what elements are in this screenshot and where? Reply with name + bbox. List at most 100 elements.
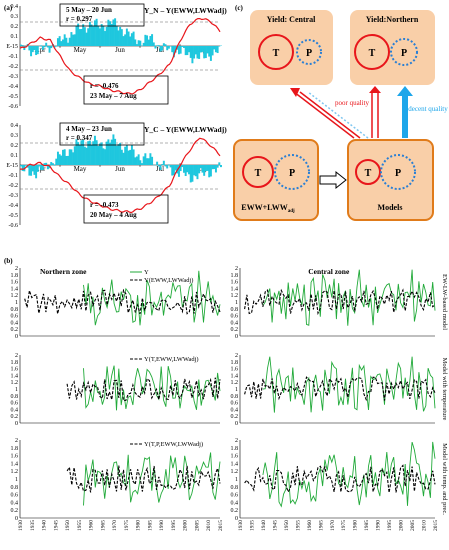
area-bar — [40, 165, 43, 171]
area-bar — [193, 165, 196, 176]
legend-entry: Y(T,P,EWW,LWWadj) — [144, 441, 203, 448]
area-bar — [147, 158, 150, 165]
y-tick-label: 0.2 — [11, 143, 19, 149]
area-bar — [214, 165, 217, 173]
negative-annotation-dates: 20 May – 4 Aug — [90, 211, 137, 219]
y-tick-label: 1.8 — [11, 446, 19, 452]
area-bar — [46, 46, 49, 48]
y-tick-label: 0.8 — [231, 307, 239, 313]
area-bar — [164, 165, 167, 167]
poor-quality-label: poor quality — [335, 99, 370, 107]
timeseries-chart: 21.81.61.41.210.80.60.40.20 Northern zone… — [11, 266, 221, 340]
area-bar — [70, 149, 73, 165]
y-tick-label: -0.5 — [9, 213, 19, 219]
y-tick-label: -0.2 — [9, 64, 19, 70]
area-bar — [162, 43, 165, 46]
area-bar — [198, 46, 201, 59]
area-bar — [112, 134, 115, 165]
chart-title: Y_C – Y(EWW,LWWadj) — [144, 125, 227, 134]
area-bar — [48, 46, 51, 53]
area-bar — [172, 165, 175, 176]
area-bar — [20, 165, 22, 167]
area-bar — [199, 165, 202, 169]
y-tick-label: 0.8 — [231, 485, 239, 491]
x-tick-label: 2000 — [183, 520, 189, 531]
area-bar — [183, 165, 185, 173]
y-tick-label: 2 — [15, 353, 18, 359]
area-bar — [171, 46, 174, 53]
panel-label-c: (c) — [235, 4, 243, 12]
y-tick-label: -0.4 — [9, 84, 19, 90]
area-bar — [92, 141, 95, 165]
t-label: T — [273, 48, 280, 59]
area-bar — [60, 155, 63, 165]
area-bar — [33, 165, 36, 175]
timeseries-chart: 21.81.61.41.210.80.60.40.20 Y(T,EWW,LWWad… — [11, 353, 221, 427]
poor-quality-arrow — [293, 91, 355, 139]
area-bar — [107, 139, 110, 165]
y-tick-label: 0.4 — [231, 500, 239, 506]
area-bar — [206, 46, 209, 54]
area-bar — [208, 165, 211, 178]
area-bar — [191, 46, 194, 64]
area-bar — [41, 46, 44, 50]
y-tick-label: 0.4 — [11, 123, 19, 129]
area-bar — [21, 45, 24, 46]
area-bar — [186, 165, 189, 173]
area-bar — [117, 30, 120, 46]
area-bar — [80, 29, 83, 46]
area-bar — [35, 165, 38, 179]
area-bar — [105, 26, 108, 46]
y-tick-label: 1.6 — [11, 280, 19, 286]
y-tick-label: 1.8 — [231, 446, 239, 452]
area-bar — [93, 20, 96, 46]
area-bar — [216, 46, 219, 54]
area-bar — [80, 140, 83, 165]
x-tick-label: 1995 — [171, 520, 177, 531]
x-tick-label: 1995 — [387, 520, 393, 531]
t-label: T — [365, 168, 372, 179]
y-tick-label: -0.1 — [9, 54, 19, 60]
x-tick-label: 1985 — [147, 520, 153, 531]
area-bar — [177, 46, 180, 55]
y-tick-label: 1 — [15, 387, 18, 393]
correlation-line — [20, 137, 221, 214]
area-bar — [21, 165, 24, 171]
area-bar — [134, 157, 137, 165]
area-bar — [73, 34, 76, 46]
area-bar — [50, 46, 53, 49]
area-bar — [220, 165, 222, 168]
area-bar — [146, 158, 149, 165]
x-tick-label: 1975 — [341, 520, 347, 531]
area-bar — [36, 46, 39, 55]
y-tick-label: 0.8 — [11, 485, 19, 491]
area-bar — [63, 34, 66, 46]
area-bar — [55, 158, 58, 165]
y-tick-label: 0.2 — [11, 414, 19, 420]
area-bar — [156, 45, 159, 46]
x-tick-label: 1975 — [124, 520, 130, 531]
area-bar — [201, 165, 204, 173]
area-bar — [62, 39, 64, 46]
y-tick-label: 1.4 — [11, 461, 19, 467]
y-tick-label: 0 — [15, 421, 18, 427]
area-bar — [73, 146, 76, 165]
area-bar — [87, 28, 90, 46]
timeseries-chart: 2 1.8 1.61.4 1.2 1 0.8 0.60.4 0.2 0 Y(T,P,EWW,LWW… — [11, 438, 225, 531]
positive-annotation-r: r = 0.347 — [66, 134, 93, 142]
negative-annotation-box — [83, 75, 169, 105]
precipitation-circle — [274, 154, 310, 190]
y-tick-label: 1 — [235, 387, 238, 393]
area-bar — [184, 165, 187, 177]
model-series-line — [244, 464, 436, 494]
zone-title: Central zone — [308, 267, 350, 276]
area-bar — [110, 23, 113, 46]
area-bar — [125, 145, 128, 165]
legend-entry: Y — [144, 269, 149, 276]
y-tick-label: 1.6 — [11, 454, 19, 460]
area-bar — [124, 146, 127, 165]
area-bar — [149, 35, 152, 46]
area-bar — [100, 24, 103, 46]
y-tick-label: 1.4 — [11, 286, 19, 292]
y-tick-label: 1.2 — [231, 380, 239, 386]
